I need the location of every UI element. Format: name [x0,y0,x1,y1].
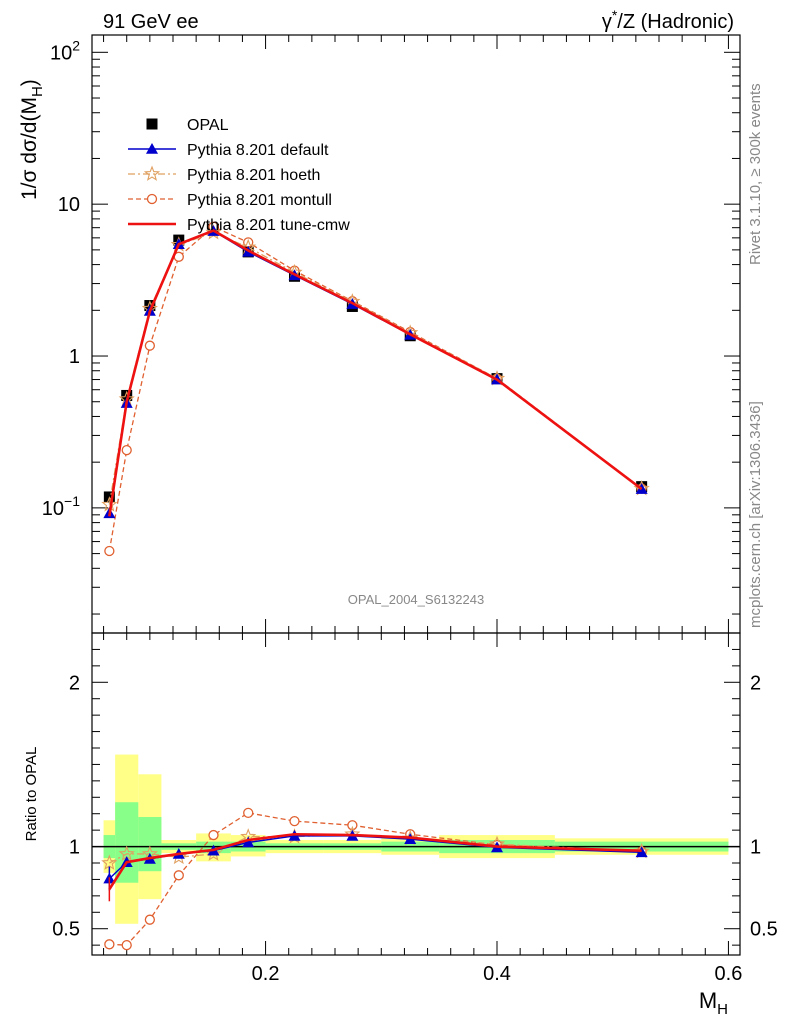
ratio-series-pythia-8-201-tune-cmw [108,832,642,902]
band-green-1 [115,802,139,883]
legend-marker-0 [146,118,158,130]
line-pythia-8-201-montull [108,225,643,552]
ratio-point-pythia-8-201-montull-0 [104,939,115,950]
y-tick-label-upper-0: 10−1 [42,493,80,520]
x-tick-label-0: 0.2 [252,963,280,985]
ratio-series-pythia-8-201-montull [104,807,647,951]
series-pythia-8-201-hoeth [101,224,650,512]
header-left-title: 91 GeV ee [103,11,199,33]
series-pythia-8-201-tune-cmw [108,229,643,517]
side-label-rivet: Rivet 3.1.10, ≥ 300k events [747,83,764,265]
ratio-line-pythia-8-201-montull [109,812,642,946]
legend-label-0: OPAL [187,117,229,134]
y-axis-label-lower: Ratio to OPAL [23,747,40,842]
y-tick-label-upper-3: 102 [50,37,80,64]
opal-point-1 [121,389,133,401]
lower-panel: 0.2 0.4 0.6 MH 0.5 0.5 1 1 2 2 Ratio to OPAL [23,632,778,1018]
ratio-point-pythia-8-201-montull-7 [347,820,358,831]
series-pythia-8-201-default [103,225,648,519]
point-pythia-8-201-montull-1 [121,444,132,456]
ratio-point-pythia-8-201-default-10 [635,846,648,858]
x-tick-label-2: 0.6 [715,963,743,985]
legend-label-3: Pythia 8.201 montull [187,192,332,209]
point-pythia-8-201-montull-2 [144,340,156,351]
legend-label-2: Pythia 8.201 hoeth [187,167,320,184]
line-pythia-8-201-hoeth [108,231,643,505]
y-tick-label-upper-2: 10 [58,194,80,216]
legend-marker-2 [143,165,161,181]
ratio-point-pythia-8-201-montull-3 [173,870,184,881]
lower-frame [91,632,741,956]
legend-marker-1 [146,143,158,154]
ratio-point-pythia-8-201-hoeth-0 [101,854,118,870]
legend-label-4: Pythia 8.201 tune-cmw [187,217,350,234]
header-right-title: γ*/Z (Hadronic) [602,7,734,33]
y-tick-label-lower-left-0: 0.5 [52,919,80,941]
x-tick-label-1: 0.4 [483,963,511,985]
ratio-point-pythia-8-201-montull-4 [208,829,219,841]
ratio-point-pythia-8-201-default-5 [242,836,255,848]
watermark: OPAL_2004_S6132243 [348,592,484,607]
legend: OPAL Pythia 8.201 default Pythia 8.201 hoe… [128,117,350,234]
y-tick-label-lower-left-2: 2 [69,672,80,694]
ratio-line-pythia-8-201-tune-cmw [108,832,642,890]
y-tick-label-upper-1: 1 [69,346,80,368]
series-opal [103,223,648,503]
x-axis-label: MH [699,988,728,1018]
y-tick-label-lower-left-1: 1 [69,837,80,859]
line-pythia-8-201-default [108,230,643,514]
y-tick-label-lower-right-0: 0.5 [750,919,778,941]
y-axis-label-upper: 1/σ dσ/d(MH) [18,79,46,200]
y-tick-label-lower-right-2: 2 [750,672,761,694]
legend-label-1: Pythia 8.201 default [187,142,329,159]
ratio-point-pythia-8-201-montull-5 [243,807,254,819]
ratio-point-pythia-8-201-montull-2 [144,914,156,925]
line-pythia-8-201-tune-cmw [108,229,643,517]
ratio-point-pythia-8-201-montull-6 [289,815,300,827]
legend-marker-3 [146,193,158,205]
y-tick-label-lower-right-1: 1 [750,837,761,859]
side-label-mcplots: mcplots.cern.ch [arXiv:1306.3436] [747,401,764,628]
point-pythia-8-201-montull-0 [104,545,115,557]
ratio-point-pythia-8-201-montull-1 [121,939,132,951]
series-pythia-8-201-montull [104,221,647,557]
